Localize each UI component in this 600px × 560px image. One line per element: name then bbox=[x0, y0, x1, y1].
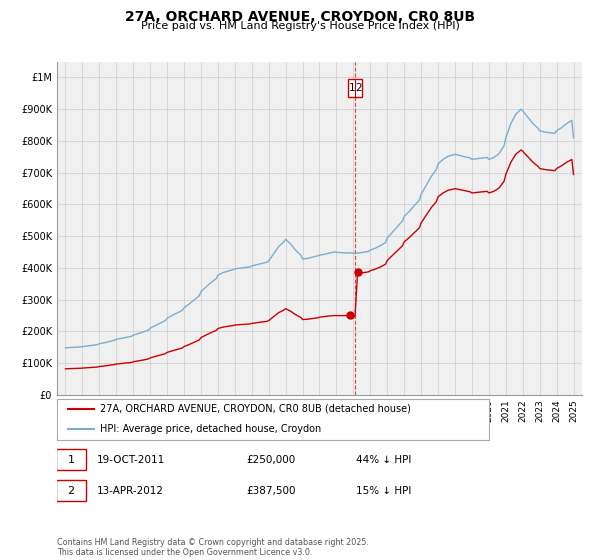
Text: 2: 2 bbox=[68, 486, 75, 496]
Text: 1: 1 bbox=[349, 83, 355, 93]
Text: Price paid vs. HM Land Registry's House Price Index (HPI): Price paid vs. HM Land Registry's House … bbox=[140, 21, 460, 31]
FancyBboxPatch shape bbox=[56, 480, 86, 501]
Text: 19-OCT-2011: 19-OCT-2011 bbox=[97, 455, 164, 465]
FancyBboxPatch shape bbox=[56, 449, 86, 470]
Text: Contains HM Land Registry data © Crown copyright and database right 2025.
This d: Contains HM Land Registry data © Crown c… bbox=[57, 538, 369, 557]
FancyBboxPatch shape bbox=[348, 79, 362, 96]
Text: 27A, ORCHARD AVENUE, CROYDON, CR0 8UB: 27A, ORCHARD AVENUE, CROYDON, CR0 8UB bbox=[125, 10, 475, 24]
Text: 44% ↓ HPI: 44% ↓ HPI bbox=[356, 455, 412, 465]
Text: 27A, ORCHARD AVENUE, CROYDON, CR0 8UB (detached house): 27A, ORCHARD AVENUE, CROYDON, CR0 8UB (d… bbox=[100, 404, 411, 414]
Text: 2: 2 bbox=[355, 83, 362, 93]
Text: 15% ↓ HPI: 15% ↓ HPI bbox=[356, 486, 412, 496]
Text: £250,000: £250,000 bbox=[246, 455, 295, 465]
Text: 1: 1 bbox=[68, 455, 74, 465]
Text: 13-APR-2012: 13-APR-2012 bbox=[97, 486, 163, 496]
Text: HPI: Average price, detached house, Croydon: HPI: Average price, detached house, Croy… bbox=[100, 423, 322, 433]
Text: £387,500: £387,500 bbox=[246, 486, 296, 496]
